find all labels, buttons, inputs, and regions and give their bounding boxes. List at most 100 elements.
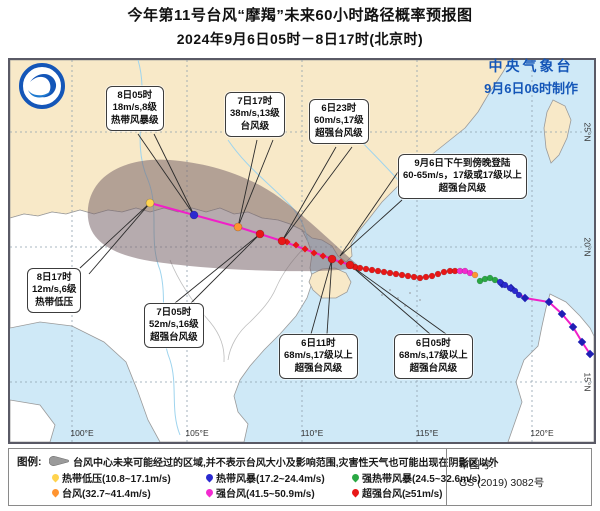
observed-point-red (356, 264, 364, 272)
lon-label: 105°E (185, 428, 209, 438)
taiwan-island (543, 99, 572, 164)
observed-marker (568, 322, 578, 332)
lon-label: 115°E (415, 428, 439, 438)
observed-point-red (404, 272, 412, 280)
legend-item-强热带风暴: 强热带风暴(24.5~32.6m/s) (350, 470, 481, 485)
callout-6d05: 6日05时 68m/s,17级以上 超强台风级 (394, 334, 473, 380)
legend-divider (446, 449, 447, 505)
observed-point-red (422, 273, 430, 281)
approval-number: GS (2019) 3082号 (459, 476, 545, 489)
leader-line-callout-8d05 (153, 133, 195, 216)
observed-point-red (416, 274, 424, 282)
callout-8d17: 8日17时 12m/s,6级 热带低压 (27, 268, 82, 314)
typhoon-symbol-icon (50, 487, 61, 498)
luzon-island (507, 293, 594, 442)
callout-7d05: 7日05时 52m/s,16级 超强台风级 (144, 303, 204, 349)
observed-point-red (410, 273, 418, 281)
typhoon-symbol-icon (50, 472, 61, 483)
leader-line-callout-7d05 (174, 233, 261, 304)
lon-label: 110°E (300, 428, 324, 438)
observed-point-blue (496, 278, 504, 286)
observed-marker (520, 293, 530, 303)
forecast-interp-point (292, 241, 300, 249)
callout-6d11: 6日11时 68m/s,17级以上 超强台风级 (279, 334, 358, 380)
observed-point-blue (506, 284, 514, 292)
legend-item-label: 热带低压(10.8~17.1m/s) (62, 474, 171, 485)
leader-line-callout-landfall (339, 171, 399, 257)
leader-line-callout-7d17 (237, 139, 258, 228)
legend-title: 图例: (17, 456, 42, 468)
observed-point-red (392, 270, 400, 278)
observed-marker (557, 309, 567, 319)
country-border (169, 259, 225, 363)
lat-label: 25°N (582, 122, 593, 142)
legend-item-label: 台风(32.7~41.4m/s) (62, 489, 151, 500)
observed-marker (577, 337, 587, 347)
title-line2: 2024年9月6日05时－8日17时(北京时) (176, 31, 424, 47)
lon-label: 100°E (70, 428, 94, 438)
forecast-interp-point (337, 258, 345, 266)
cone-note: 台风中心未来可能经过的区域,并不表示台风大小及影响范围,灾害性天气也可能出现在阴… (73, 458, 499, 469)
observed-point-red (386, 269, 394, 277)
forecast-map: 中央气象台 9月6日06时制作 8日05时 18m/s,8级 热带风暴级 7日17时 3… (8, 58, 596, 444)
cone-icon (49, 456, 69, 466)
leader-line-callout-7d05 (190, 233, 261, 304)
forecast-interp-point (301, 245, 309, 253)
forecast-cone (87, 159, 360, 272)
leader-line-callout-8d17 (88, 202, 151, 275)
leader-line-callout-6d11 (326, 258, 333, 335)
legend-item-label: 强热带风暴(24.5~32.6m/s) (362, 474, 481, 485)
observed-point-red (380, 268, 388, 276)
forecast-interp-point (310, 249, 318, 257)
leader-line-callout-landfall (339, 199, 403, 257)
typhoon-symbol-icon (350, 472, 361, 483)
observed-point-blue (511, 287, 519, 295)
observed-marker (585, 349, 594, 359)
observed-point-red (368, 266, 376, 274)
legend-item-强台风: 强台风(41.5~50.9m/s) (204, 485, 315, 500)
approval-label: 审图号: (459, 459, 494, 471)
observed-point-blue (501, 281, 509, 289)
forecast-point-8日17时 (145, 198, 155, 208)
legend-item-热带低压: 热带低压(10.8~17.1m/s) (50, 470, 171, 485)
observed-point-red (362, 265, 370, 273)
agency-stamp: 中央气象台 9月6日06时制作 (484, 56, 578, 97)
leader-line-callout-7d17 (237, 139, 274, 228)
legend-panel: 图例: 台风中心未来可能经过的区域,并不表示台风大小及影响范围,灾害性天气也可能… (8, 448, 592, 506)
legend-item-超强台风: 超强台风(≥51m/s) (350, 485, 443, 500)
observed-point-red (374, 267, 382, 275)
lon-label: 120°E (530, 428, 554, 438)
map-approval: 审图号: GS (2019) 3082号 (459, 457, 544, 493)
typhoon-symbol-icon (350, 487, 361, 498)
forecast-point-6日05时 (345, 260, 355, 270)
map-canvas (10, 60, 594, 442)
legend-item-label: 强台风(41.5~50.9m/s) (216, 489, 315, 500)
lat-label: 15°N (582, 372, 593, 392)
legend-item-热带风暴: 热带风暴(17.2~24.4m/s) (204, 470, 325, 485)
callout-leader-lines (79, 133, 447, 335)
page-title: 今年第11号台风“摩羯”未来60小时路径概率预报图 2024年9月6日05时－8… (0, 4, 600, 49)
legend-item-台风: 台风(32.7~41.4m/s) (50, 485, 151, 500)
forecast-interp-point (319, 252, 327, 260)
typhoon-symbol-icon (204, 487, 215, 498)
legend-item-label: 超强台风(≥51m/s) (362, 489, 443, 500)
title-line1: 今年第11号台风“摩羯”未来60小时路径概率预报图 (127, 7, 473, 24)
leader-line-callout-6d11 (310, 258, 333, 335)
agency-issue-time: 9月6日06时制作 (484, 81, 578, 96)
forecast-point-7日17时 (233, 222, 243, 232)
paracel-islands (381, 289, 421, 307)
observed-point-red (440, 268, 448, 276)
malay-peninsula (10, 399, 56, 442)
callout-8d05: 8日05时 18m/s,8级 热带风暴级 (106, 86, 164, 132)
callout-6d23: 6日23时 60m/s,17级 超强台风级 (309, 99, 369, 145)
forecast-point-6日11时 (327, 254, 337, 264)
forecast-point-6日23时 (277, 236, 287, 246)
observed-point-red (434, 270, 442, 278)
leader-line-callout-6d23 (281, 146, 337, 242)
legend-item-label: 热带风暴(17.2~24.4m/s) (216, 474, 325, 485)
leader-line-callout-8d17 (79, 202, 151, 269)
observed-point-red (398, 271, 406, 279)
typhoon-track (145, 198, 594, 359)
forecast-point-8日05时 (189, 210, 199, 220)
